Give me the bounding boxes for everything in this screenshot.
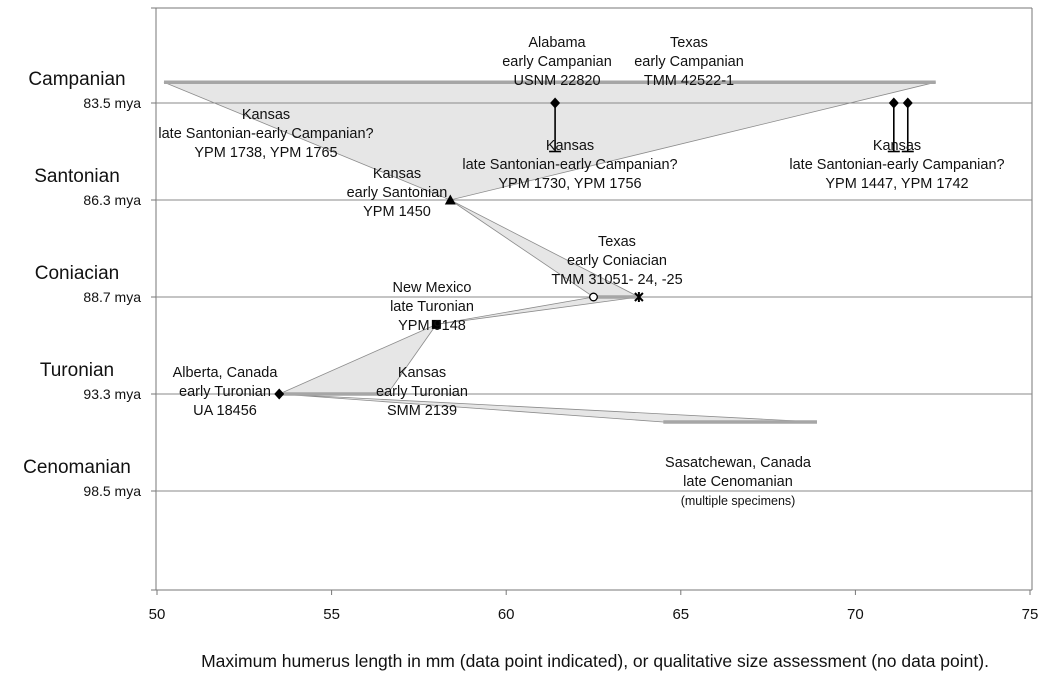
data-point-7 [274, 388, 285, 400]
annotation-2: Kansas late Santonian-early Campanian? YPM… [158, 107, 373, 161]
annotation-2-line-0: Kansas [242, 107, 290, 123]
annotation-9-line-2: SMM 2139 [387, 403, 457, 419]
annotation-4-line-0: Kansas [873, 138, 921, 154]
data-points [274, 97, 913, 400]
stage-name-campanian: Campanian [28, 69, 125, 90]
envelope-band-4 [279, 393, 818, 423]
data-point-5 [634, 292, 644, 302]
error-bars [549, 103, 914, 153]
annotation-5: Kansas early Santonian YPM 1450 [347, 166, 448, 220]
plot-frame [151, 7, 1033, 591]
annotation-7-line-1: late Turonian [390, 299, 474, 315]
stage-age-coniacian: 88.7 mya [83, 289, 141, 305]
stage-age-cenomanian: 98.5 mya [83, 483, 141, 499]
annotation-8-line-1: early Turonian [179, 384, 271, 400]
x-tick-label-55: 55 [323, 606, 340, 623]
annotation-3-line-2: YPM 1730, YPM 1756 [498, 176, 641, 192]
annotation-9-line-0: Kansas [398, 365, 446, 381]
stage-name-coniacian: Coniacian [35, 263, 120, 284]
annotation-10: Sasatchewan, Canada late Cenomanian (multi… [665, 455, 812, 508]
size-envelope-bands [163, 81, 936, 423]
annotation-8-line-2: UA 18456 [193, 403, 257, 419]
data-point-3 [444, 194, 456, 205]
stage-name-cenomanian: Cenomanian [23, 457, 131, 478]
annotation-7-line-2: YPM 9148 [398, 318, 466, 334]
data-point-1 [888, 97, 899, 109]
x-tick-label-65: 65 [672, 606, 689, 623]
annotation-5-line-1: early Santonian [347, 185, 448, 201]
qualitative-ranges [163, 80, 936, 424]
annotation-7: New Mexico late Turonian YPM 9148 [390, 280, 474, 334]
stage-age-turonian: 93.3 mya [83, 386, 141, 402]
annotation-8: Alberta, Canada early Turonian UA 18456 [173, 365, 279, 419]
annotation-3-line-0: Kansas [546, 138, 594, 154]
annotations: Alabama early Campanian USNM 22820 Texas ear… [158, 35, 1004, 508]
annotation-0-line-2: USNM 22820 [513, 73, 600, 89]
x-tick-label-50: 50 [149, 606, 166, 623]
annotation-6-line-2: TMM 31051- 24, -25 [551, 272, 682, 288]
annotation-9: Kansas early Turonian SMM 2139 [376, 365, 468, 419]
annotation-7-line-0: New Mexico [393, 280, 472, 296]
annotation-5-line-2: YPM 1450 [363, 204, 431, 220]
annotation-8-line-0: Alberta, Canada [173, 365, 279, 381]
annotation-1: Texas early Campanian TMM 42522-1 [634, 35, 744, 89]
annotation-0-line-1: early Campanian [502, 54, 612, 70]
annotation-4: Kansas late Santonian-early Campanian? YPM… [789, 138, 1004, 192]
annotation-6-line-1: early Coniacian [567, 253, 667, 269]
annotation-0-line-0: Alabama [528, 35, 586, 51]
stage-name-santonian: Santonian [34, 166, 120, 187]
stage-name-turonian: Turonian [40, 360, 114, 381]
annotation-10-line-2: (multiple specimens) [681, 494, 796, 508]
annotation-3-line-1: late Santonian-early Campanian? [462, 157, 677, 173]
stage-age-campanian: 83.5 mya [83, 95, 141, 111]
annotation-0: Alabama early Campanian USNM 22820 [502, 35, 612, 89]
annotation-1-line-2: TMM 42522-1 [644, 73, 734, 89]
data-point-4 [589, 292, 598, 302]
annotation-6: Texas early Coniacian TMM 31051- 24, -25 [551, 234, 682, 288]
x-axis-ticks: 50 55 60 65 70 75 [149, 590, 1039, 623]
annotation-2-line-1: late Santonian-early Campanian? [158, 126, 373, 142]
annotation-5-line-0: Kansas [373, 166, 421, 182]
annotation-1-line-1: early Campanian [634, 54, 744, 70]
stage-labels: Campanian 83.5 mya Santonian 86.3 mya Coniac… [23, 69, 141, 499]
annotation-2-line-2: YPM 1738, YPM 1765 [194, 145, 337, 161]
data-point-0 [550, 97, 561, 109]
annotation-1-line-0: Texas [670, 35, 708, 51]
stage-age-santonian: 86.3 mya [83, 192, 141, 208]
x-tick-label-75: 75 [1022, 606, 1039, 623]
annotation-9-line-1: early Turonian [376, 384, 468, 400]
annotation-4-line-2: YPM 1447, YPM 1742 [825, 176, 968, 192]
data-point-6 [431, 319, 441, 329]
data-point-2 [902, 97, 913, 109]
x-tick-label-60: 60 [498, 606, 515, 623]
annotation-10-line-1: late Cenomanian [683, 474, 793, 490]
annotation-4-line-1: late Santonian-early Campanian? [789, 157, 1004, 173]
annotation-10-line-0: Sasatchewan, Canada [665, 455, 812, 471]
x-axis-label: Maximum humerus length in mm (data point… [201, 651, 989, 671]
annotation-3: Kansas late Santonian-early Campanian? YPM… [462, 138, 677, 192]
annotation-6-line-0: Texas [598, 234, 636, 250]
x-tick-label-70: 70 [847, 606, 864, 623]
